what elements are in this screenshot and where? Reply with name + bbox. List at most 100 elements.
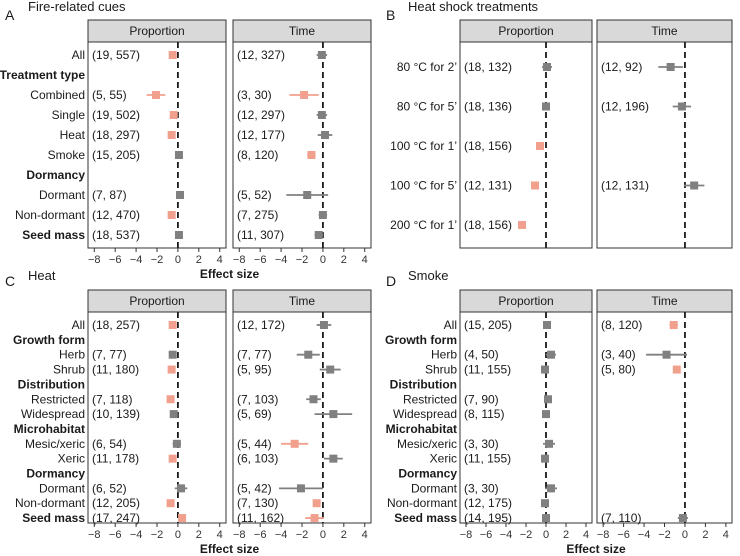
effect-size-point (541, 499, 549, 508)
row-label: Xeric (58, 452, 85, 466)
panel-tag: C (5, 273, 15, 289)
effect-size-point (167, 131, 176, 139)
row-label: Dormant (39, 188, 86, 202)
row-label: Restricted (403, 392, 457, 406)
row-label: Shrub (425, 363, 457, 377)
sample-size-label: (6, 103) (237, 452, 278, 466)
row-label: 80 °C for 5’ (397, 100, 457, 114)
sample-size-label: (5, 69) (237, 407, 272, 421)
sample-size-label: (7, 90) (464, 392, 499, 406)
sample-size-label: (6, 54) (92, 437, 127, 451)
sample-size-label: (4, 50) (464, 348, 499, 362)
sample-size-label: (12, 205) (92, 496, 140, 510)
effect-size-point (666, 63, 675, 71)
effect-size-point (541, 365, 549, 374)
facet-label: Time (289, 294, 316, 308)
effect-size-point (321, 131, 329, 139)
effect-size-point (677, 102, 686, 111)
effect-size-point (296, 484, 305, 493)
sample-size-label: (8, 120) (601, 318, 642, 332)
effect-size-point (326, 365, 335, 374)
sample-size-label: (5, 52) (237, 188, 272, 202)
sample-size-label: (8, 120) (237, 148, 278, 162)
effect-size-point (168, 350, 177, 359)
row-label: Mesic/xeric (397, 437, 457, 451)
x-tick-label: −2 (151, 254, 164, 266)
sample-size-label: (12, 92) (601, 60, 642, 74)
x-tick-label: −4 (275, 529, 288, 541)
x-axis-title: Effect size (200, 542, 260, 556)
x-tick-label: −6 (109, 254, 122, 266)
effect-size-point (174, 231, 183, 239)
sample-size-label: (12, 297) (237, 108, 285, 122)
sample-size-label: (8, 115) (464, 407, 504, 421)
row-label: Xeric (430, 452, 457, 466)
sample-size-label: (3, 30) (464, 437, 499, 451)
effect-size-point (518, 221, 526, 229)
effect-size-point (310, 514, 319, 523)
effect-size-point (329, 454, 338, 463)
x-tick-label: −6 (480, 529, 493, 541)
effect-size-point (169, 111, 178, 119)
effect-size-point (167, 211, 176, 219)
effect-size-point (169, 410, 178, 419)
sample-size-label: (5, 55) (92, 88, 127, 102)
x-tick-label: 0 (543, 529, 549, 541)
x-tick-label: 4 (362, 529, 368, 541)
facet-plot-area (459, 41, 593, 249)
effect-size-point (541, 454, 549, 463)
effect-size-point (290, 439, 299, 448)
effect-size-point (177, 484, 186, 493)
sample-size-label: (12, 131) (601, 179, 649, 193)
effect-size-point (543, 63, 551, 71)
effect-size-point (543, 321, 551, 329)
sample-size-label: (15, 205) (92, 148, 140, 162)
effect-size-point (166, 499, 175, 508)
panel-tag: A (5, 7, 15, 23)
effect-size-point (314, 231, 323, 239)
x-tick-label: −6 (109, 529, 122, 541)
sample-size-label: (19, 557) (92, 48, 140, 62)
x-tick-label: 2 (196, 529, 202, 541)
effect-size-point (317, 51, 326, 59)
row-label: Smoke (48, 148, 86, 162)
sample-size-label: (18, 132) (464, 60, 512, 74)
effect-size-point (544, 395, 552, 404)
x-tick-label: −4 (638, 529, 651, 541)
panel-title: Heat shock treatments (408, 0, 539, 14)
sample-size-label: (18, 257) (92, 318, 140, 332)
effect-size-point (545, 439, 553, 448)
x-tick-label: −8 (460, 529, 473, 541)
x-tick-label: −4 (275, 254, 288, 266)
effect-size-point (690, 181, 699, 190)
group-header-label: Seed mass (22, 228, 85, 242)
facet-label: Proportion (129, 294, 184, 308)
sample-size-label: (12, 175) (464, 496, 512, 510)
sample-size-label: (7, 130) (237, 496, 278, 510)
x-tick-label: −8 (88, 529, 101, 541)
effect-size-point (329, 410, 338, 419)
effect-size-point (309, 395, 318, 404)
facet-plot-area (87, 311, 227, 524)
group-header-label: Microhabitat (14, 422, 85, 436)
effect-size-point (172, 439, 181, 448)
x-tick-label: 4 (583, 529, 589, 541)
x-tick-label: −4 (130, 254, 143, 266)
sample-size-label: (18, 297) (92, 128, 140, 142)
row-label: 100 °C for 1’ (390, 139, 457, 153)
group-header-label: Distribution (390, 377, 457, 391)
x-tick-label: 2 (702, 529, 708, 541)
x-tick-label: −6 (254, 254, 267, 266)
x-tick-label: −8 (597, 529, 610, 541)
effect-size-point (547, 350, 555, 359)
effect-size-point (669, 321, 678, 329)
x-tick-label: 0 (320, 254, 326, 266)
sample-size-label: (18, 136) (464, 100, 512, 114)
group-header-label: Growth form (385, 333, 457, 347)
x-tick-label: 2 (563, 529, 569, 541)
group-header-label: Seed mass (22, 511, 85, 525)
x-tick-label: 2 (341, 254, 347, 266)
